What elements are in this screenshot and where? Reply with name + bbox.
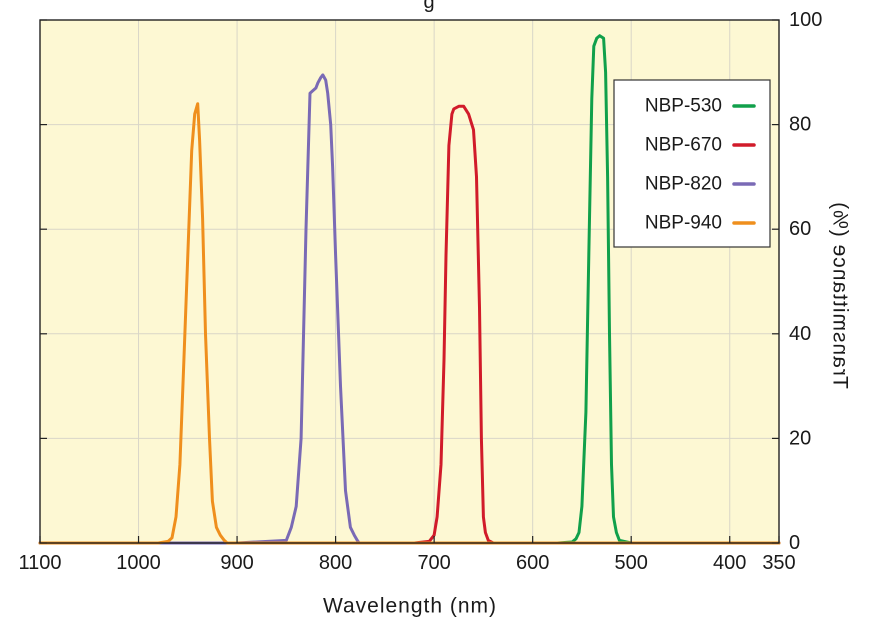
x-tick-label: 350: [762, 552, 795, 574]
y-tick-label: 60: [789, 218, 811, 240]
series-line-nbp-820: [38, 73, 781, 545]
y-tick-label: 80: [789, 114, 811, 136]
x-tick-label: 1100: [18, 552, 61, 574]
axes: 350 400 500 600 700 800 900 1000 1100 0 20 40 60 80 10…: [18, 0, 851, 618]
series-line-nbp-940: [38, 102, 781, 545]
x-tick-label: 700: [417, 552, 450, 574]
legend-label: NBP-820: [645, 174, 722, 195]
x-tick-label: 600: [516, 552, 549, 574]
y-tick-label: 40: [789, 323, 811, 345]
x-tick-label: 400: [713, 552, 746, 574]
grid: [40, 20, 779, 543]
legend-label: NBP-530: [645, 96, 722, 117]
legend-box: [613, 79, 771, 248]
y-axis-title: Transmittance (%): [829, 201, 852, 389]
x-tick-label: 500: [615, 552, 648, 574]
x-axis-title: Wavelength (nm): [323, 595, 497, 618]
plot-frame: [39, 19, 780, 544]
x-tick-label: 800: [319, 552, 352, 574]
y-tick-label: 100: [789, 9, 822, 31]
y-tick-label: 0: [789, 532, 800, 554]
legend-label: NBP-940: [645, 213, 722, 234]
legend-label: NBP-670: [645, 135, 722, 156]
y-tick-label: 20: [789, 427, 811, 449]
legend: NBP-530 NBP-670 NBP-820 NBP-940: [613, 79, 771, 248]
x-tick-label: 1000: [116, 552, 161, 574]
chart-title-fragment: g: [423, 0, 434, 13]
x-tick-label: 900: [220, 552, 253, 574]
